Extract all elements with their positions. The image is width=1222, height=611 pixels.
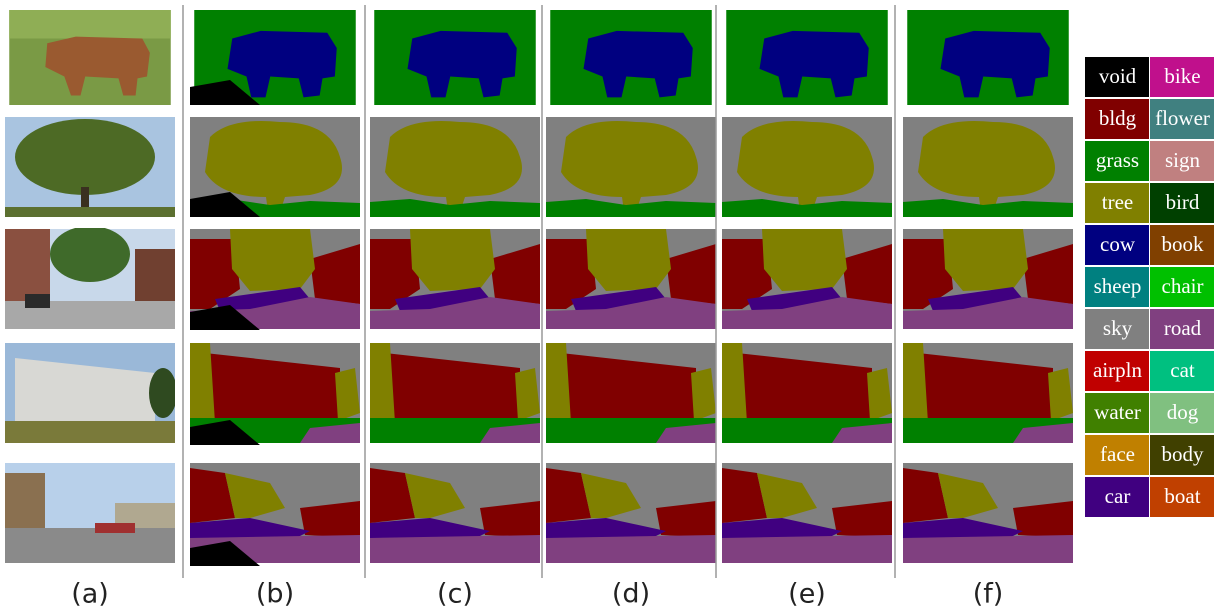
legend-label: dog [1167, 400, 1199, 424]
segmentation [907, 10, 1069, 105]
segmentation [546, 229, 716, 329]
legend-label: water [1094, 400, 1141, 424]
segmentation [370, 229, 540, 329]
photo [5, 463, 175, 563]
segmentation [374, 10, 536, 105]
legend-label: road [1164, 316, 1202, 340]
segmentation [370, 463, 540, 563]
column-label: (a) [71, 579, 109, 610]
legend-label: flower [1155, 106, 1210, 130]
segmentation [726, 10, 888, 105]
segmentation [722, 117, 892, 217]
segmentation [903, 343, 1073, 443]
legend-label: cow [1100, 232, 1136, 256]
legend-label: chair [1162, 274, 1204, 298]
column-label: (b) [256, 579, 294, 610]
photo [9, 10, 171, 105]
column-label: (c) [437, 579, 473, 610]
image-grid [5, 10, 1073, 566]
legend-label: sky [1103, 316, 1133, 340]
legend-label: airpln [1093, 358, 1142, 382]
legend-label: cat [1170, 358, 1195, 382]
legend-label: grass [1096, 148, 1139, 172]
column-label: (d) [612, 579, 650, 610]
legend-label: bldg [1099, 106, 1137, 130]
legend: void bike bldg flower grass sign tree bird cow bo… [1085, 57, 1214, 517]
segmentation [903, 463, 1073, 563]
column-labels: (a) (b) (c) (d) (e) (f) [71, 579, 1003, 610]
legend-label: tree [1102, 190, 1133, 214]
legend-label: boat [1164, 484, 1200, 508]
segmentation [722, 343, 892, 443]
column-label: (f) [973, 579, 1004, 610]
legend-label: car [1105, 484, 1131, 508]
segmentation [903, 117, 1073, 217]
segmentation [370, 117, 540, 217]
segmentation [722, 463, 892, 563]
photo [5, 226, 175, 329]
legend-label: sign [1165, 148, 1201, 172]
segmentation [550, 10, 712, 105]
segmentation [370, 343, 540, 443]
segmentation [722, 229, 892, 329]
legend-label: book [1162, 232, 1205, 256]
column-label: (e) [788, 579, 826, 610]
legend-label: bike [1164, 64, 1200, 88]
legend-label: bird [1166, 190, 1200, 214]
segmentation [546, 343, 716, 443]
legend-label: face [1100, 442, 1135, 466]
photo [5, 117, 175, 217]
figure: (a) (b) (c) (d) (e) (f) void bike bldg flower gra… [0, 0, 1222, 611]
segmentation [546, 463, 716, 563]
photo [5, 343, 177, 443]
segmentation [903, 229, 1073, 329]
segmentation [546, 117, 716, 217]
legend-label: sheep [1094, 274, 1142, 298]
legend-label: void [1099, 64, 1137, 88]
legend-label: body [1162, 442, 1205, 466]
